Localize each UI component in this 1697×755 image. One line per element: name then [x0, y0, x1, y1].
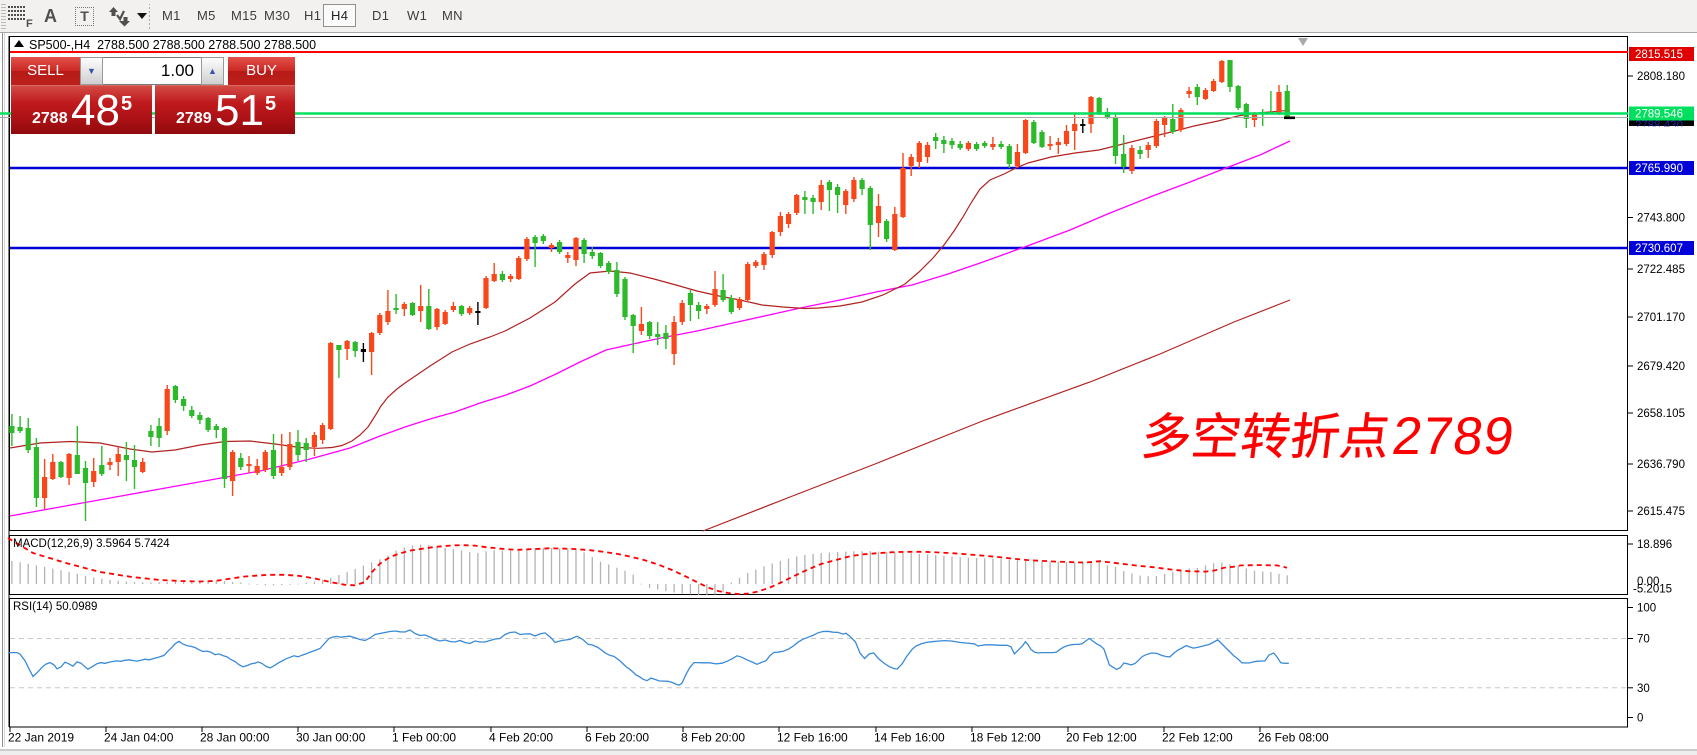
svg-text:-5.2015: -5.2015	[1633, 584, 1672, 596]
svg-text:8 Feb 20:00: 8 Feb 20:00	[681, 731, 745, 745]
svg-text:20 Feb 12:00: 20 Feb 12:00	[1066, 731, 1137, 745]
svg-text:2765.990: 2765.990	[1635, 163, 1683, 175]
svg-text:2636.790: 2636.790	[1637, 459, 1685, 471]
svg-text:100: 100	[1637, 603, 1656, 615]
svg-text:RSI(14) 50.0989: RSI(14) 50.0989	[13, 601, 97, 613]
svg-text:2743.800: 2743.800	[1637, 213, 1685, 225]
svg-text:6 Feb 20:00: 6 Feb 20:00	[585, 731, 649, 745]
svg-text:SP500-,H4 2788.500 2788.500 2: SP500-,H4 2788.500 2788.500 2788.500 278…	[29, 38, 316, 52]
svg-text:0: 0	[1637, 713, 1643, 725]
svg-text:28 Jan 00:00: 28 Jan 00:00	[200, 731, 270, 745]
svg-text:2808.180: 2808.180	[1637, 71, 1685, 83]
svg-text:22 Jan 2019: 22 Jan 2019	[8, 731, 74, 745]
svg-text:14 Feb 16:00: 14 Feb 16:00	[874, 731, 945, 745]
svg-text:2615.475: 2615.475	[1637, 506, 1685, 518]
svg-text:2789: 2789	[1389, 407, 1518, 466]
svg-text:70: 70	[1637, 634, 1650, 646]
svg-text:2730.607: 2730.607	[1635, 243, 1683, 255]
svg-text:12 Feb 16:00: 12 Feb 16:00	[777, 731, 848, 745]
svg-text:2722.485: 2722.485	[1637, 264, 1685, 276]
svg-text:24 Jan 04:00: 24 Jan 04:00	[104, 731, 174, 745]
svg-text:26 Feb 08:00: 26 Feb 08:00	[1258, 731, 1329, 745]
svg-text:2658.105: 2658.105	[1637, 408, 1685, 420]
svg-text:1 Feb 00:00: 1 Feb 00:00	[392, 731, 456, 745]
svg-text:2815.515: 2815.515	[1635, 49, 1683, 61]
svg-text:2701.170: 2701.170	[1637, 312, 1685, 324]
svg-text:2789.546: 2789.546	[1635, 109, 1683, 121]
svg-text:18 Feb 12:00: 18 Feb 12:00	[970, 731, 1041, 745]
svg-text:30: 30	[1637, 683, 1650, 695]
svg-text:22 Feb 12:00: 22 Feb 12:00	[1162, 731, 1233, 745]
svg-text:F: F	[26, 18, 33, 29]
svg-text:2679.420: 2679.420	[1637, 361, 1685, 373]
svg-text:MACD(12,26,9) 3.5964 5.7424: MACD(12,26,9) 3.5964 5.7424	[13, 538, 170, 550]
svg-text:30 Jan 00:00: 30 Jan 00:00	[296, 731, 366, 745]
svg-text:4 Feb 20:00: 4 Feb 20:00	[489, 731, 553, 745]
svg-text:18.896: 18.896	[1637, 539, 1672, 551]
svg-text:0.00: 0.00	[1637, 576, 1659, 588]
